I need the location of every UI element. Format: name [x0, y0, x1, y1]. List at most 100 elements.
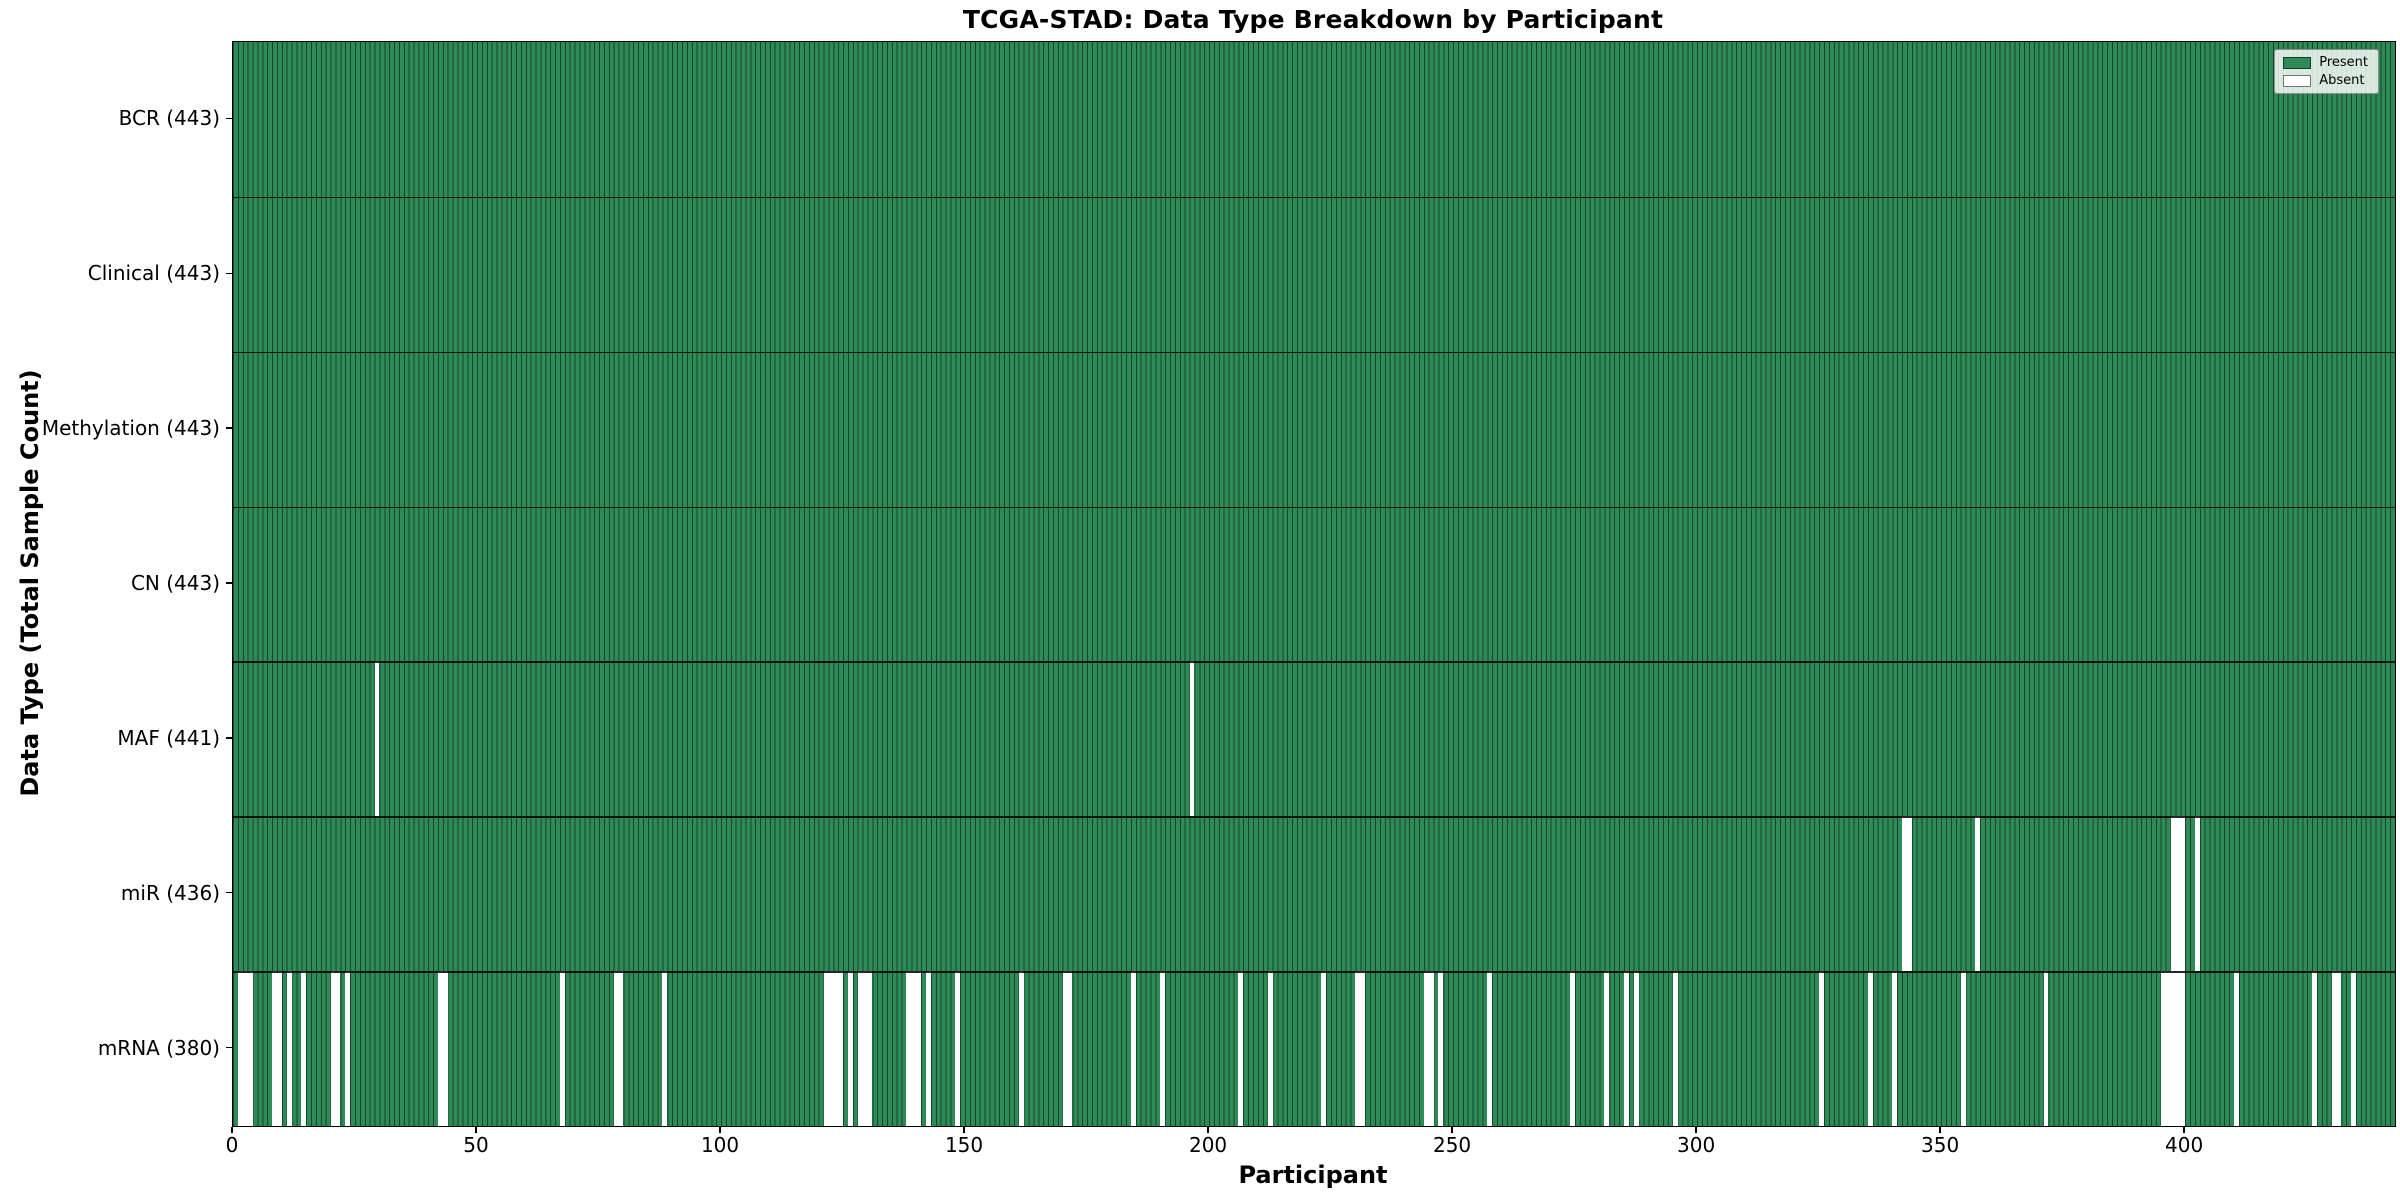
legend-present-label: Present [2319, 55, 2368, 70]
row-separator [233, 816, 2395, 818]
absent-gap [345, 971, 351, 1126]
absent-gap [1960, 971, 1966, 1126]
y-tick-mark [226, 1046, 232, 1049]
absent-gap [847, 971, 853, 1126]
row-separator [233, 661, 2395, 663]
y-tick-label: Methylation (443) [41, 416, 220, 441]
x-tick-label: 0 [225, 1133, 239, 1157]
absent-gap [1672, 971, 1678, 1126]
absent-gap [1570, 971, 1576, 1126]
absent-gap [1623, 971, 1629, 1126]
absent-gap [955, 971, 961, 1126]
absent-gap [1160, 971, 1166, 1126]
x-tick-label: 300 [1677, 1133, 1716, 1157]
heatmap-row-methylation [233, 351, 2395, 507]
absent-gap [237, 971, 253, 1126]
absent-gap [1062, 971, 1073, 1126]
absent-gap [2331, 971, 2342, 1126]
absent-gap [301, 971, 307, 1126]
absent-gap [1018, 971, 1024, 1126]
absent-gap [1267, 971, 1273, 1126]
y-tick-label: mRNA (380) [97, 1035, 220, 1060]
absent-gap [1892, 971, 1898, 1126]
y-tick-label: MAF (441) [117, 725, 220, 750]
absent-gap [2233, 971, 2239, 1126]
x-tick-mark [963, 1126, 965, 1133]
absent-gap [1189, 661, 1195, 817]
absent-gap [1321, 971, 1327, 1126]
absent-gap [857, 971, 873, 1126]
legend-entry-absent: Absent [2283, 74, 2368, 87]
y-tick-label: Clinical (443) [87, 261, 220, 286]
present-swatch-icon [2283, 56, 2312, 69]
plot-area: Present Absent [232, 41, 2396, 1127]
y-tick-mark [226, 582, 232, 584]
y-tick-mark [226, 427, 232, 429]
heatmap-row-cn [233, 506, 2395, 662]
absent-gap [437, 971, 448, 1126]
absent-gap [926, 971, 931, 1126]
heatmap-row-mrna [233, 971, 2395, 1126]
x-tick-label: 100 [700, 1133, 740, 1157]
x-tick-mark [1451, 1126, 1453, 1133]
y-tick-mark [226, 117, 232, 120]
heatmap-row-maf [233, 661, 2395, 817]
heatmap-row-mir [233, 816, 2395, 972]
absent-gap [330, 971, 341, 1126]
heatmap-row-bcr [233, 42, 2395, 197]
x-tick-label: 50 [463, 1133, 489, 1157]
x-axis-label: Participant [1238, 1161, 1388, 1189]
y-tick-label: CN (443) [130, 571, 220, 595]
absent-gap [286, 971, 292, 1126]
absent-gap [2194, 816, 2200, 972]
x-tick-label: 350 [1921, 1133, 1960, 1157]
x-tick-label: 400 [2165, 1133, 2204, 1157]
absent-gap [1604, 971, 1610, 1126]
row-separator [233, 971, 2395, 973]
y-tick-mark [226, 737, 232, 739]
x-tick-label: 150 [944, 1133, 984, 1157]
absent-gap [2170, 816, 2186, 972]
absent-gap [2351, 971, 2356, 1126]
x-tick-mark [1939, 1126, 1941, 1133]
x-tick-label: 200 [1188, 1133, 1228, 1157]
x-tick-mark [475, 1126, 477, 1133]
row-separator [233, 196, 2395, 199]
absent-gap [1130, 971, 1136, 1126]
absent-gap [823, 971, 844, 1126]
row-separator [233, 351, 2395, 354]
y-tick-label: miR (436) [120, 880, 220, 905]
legend: Present Absent [2274, 49, 2379, 94]
absent-gap [559, 971, 565, 1126]
y-tick-mark [226, 891, 232, 894]
heatmap-row-clinical [233, 196, 2395, 352]
absent-swatch-icon [2283, 74, 2312, 87]
absent-gap [2160, 971, 2186, 1126]
y-tick-label: BCR (443) [118, 106, 220, 131]
absent-gap [1355, 971, 1366, 1126]
absent-gap [613, 971, 624, 1126]
legend-entry-present: Present [2283, 56, 2368, 69]
x-tick-mark [1207, 1126, 1209, 1133]
absent-gap [374, 661, 380, 817]
absent-gap [1238, 971, 1244, 1126]
absent-gap [1975, 816, 1981, 972]
x-tick-mark [1695, 1126, 1697, 1133]
absent-gap [2312, 971, 2317, 1126]
absent-gap [1819, 971, 1824, 1126]
absent-gap [1867, 971, 1873, 1126]
y-tick-mark [226, 272, 232, 275]
absent-gap [1423, 971, 1434, 1126]
absent-gap [1633, 971, 1639, 1126]
x-tick-mark [2183, 1126, 2185, 1133]
chart-title: TCGA-STAD: Data Type Breakdown by Partic… [962, 5, 1664, 34]
absent-gap [2043, 971, 2049, 1126]
legend-absent-label: Absent [2319, 73, 2365, 88]
absent-gap [1902, 816, 1912, 972]
absent-gap [1487, 971, 1493, 1126]
x-tick-mark [231, 1126, 233, 1133]
x-tick-label: 250 [1432, 1133, 1472, 1157]
absent-gap [1438, 971, 1444, 1126]
absent-gap [662, 971, 668, 1126]
